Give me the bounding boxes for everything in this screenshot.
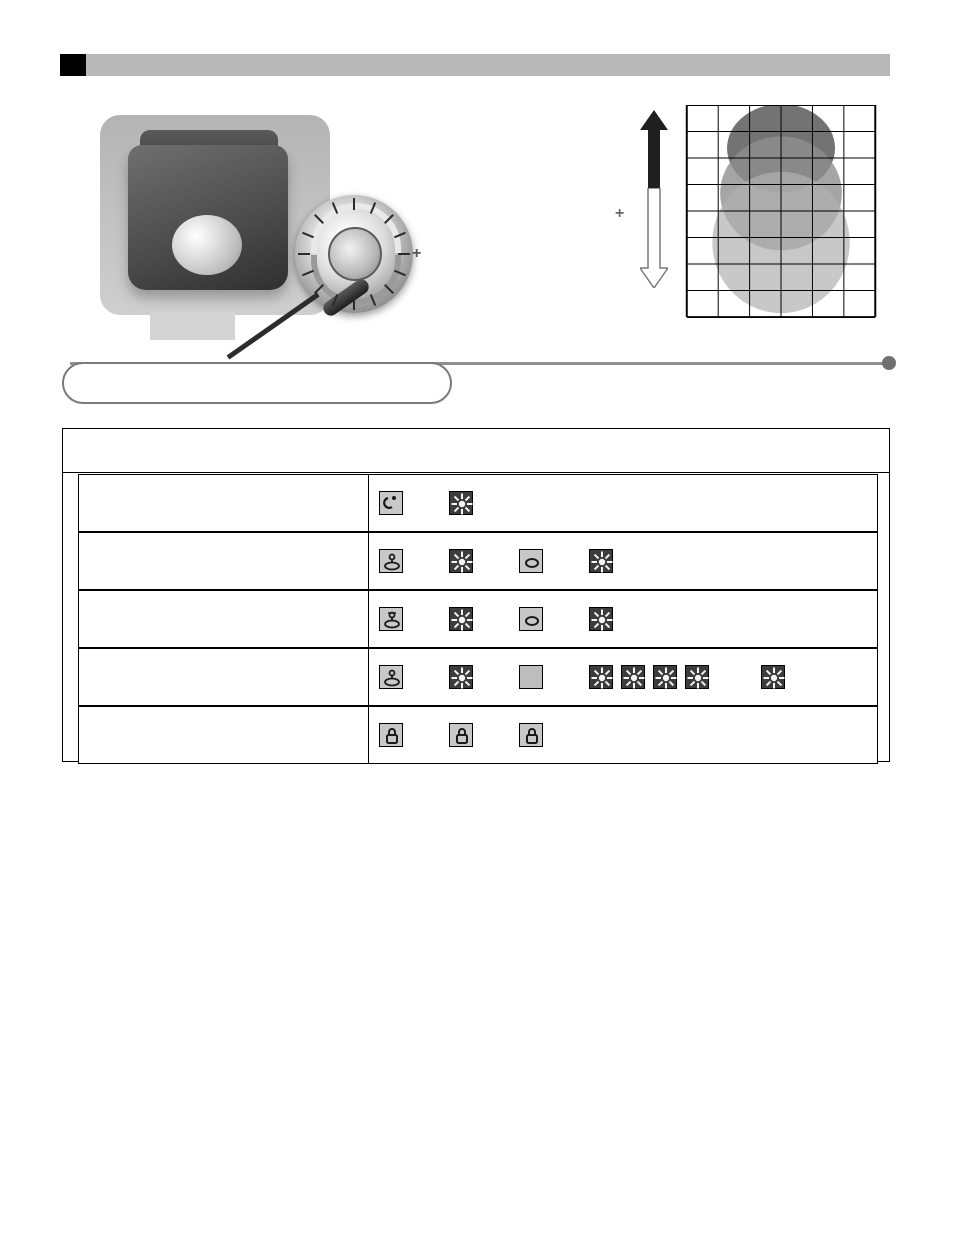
table-row-label-cell bbox=[79, 533, 369, 589]
oval-icon bbox=[519, 549, 543, 573]
burst-icon bbox=[621, 665, 645, 689]
table-row bbox=[78, 648, 878, 706]
lock-icon bbox=[449, 723, 473, 747]
burst-icon bbox=[653, 665, 677, 689]
table-row bbox=[78, 590, 878, 648]
header-tab bbox=[60, 54, 86, 76]
dial-tick bbox=[353, 198, 355, 210]
table-row-label-cell bbox=[79, 591, 369, 647]
burst-icon bbox=[589, 549, 613, 573]
burst-icon bbox=[449, 607, 473, 631]
burst-icon bbox=[449, 491, 473, 515]
sensor-icon bbox=[379, 549, 403, 573]
dial-tick bbox=[353, 298, 355, 310]
sensor-alt-icon bbox=[379, 607, 403, 631]
table-row bbox=[78, 532, 878, 590]
dial-plus-icon: + bbox=[412, 245, 421, 263]
burst-icon bbox=[449, 665, 473, 689]
burst-icon bbox=[761, 665, 785, 689]
range-chart-svg bbox=[685, 105, 880, 320]
lock-icon bbox=[379, 723, 403, 747]
table-row-label-cell bbox=[79, 707, 369, 763]
page-root: + // render later after data parsed + bbox=[0, 0, 954, 1235]
sensor-icon bbox=[379, 665, 403, 689]
lock-icon bbox=[519, 723, 543, 747]
device-lens bbox=[172, 215, 242, 275]
burst-icon bbox=[685, 665, 709, 689]
oval-icon bbox=[519, 607, 543, 631]
table-row bbox=[78, 474, 878, 532]
blank-icon bbox=[519, 665, 543, 689]
table-row-icons-cell bbox=[369, 533, 877, 589]
photo-shelf bbox=[150, 312, 235, 340]
header-bar bbox=[60, 54, 890, 76]
chart-plus-icon: + bbox=[615, 205, 624, 223]
table-row-icons-cell bbox=[369, 475, 877, 531]
section-heading-pill bbox=[62, 362, 452, 404]
burst-icon bbox=[589, 607, 613, 631]
table-row-label-cell bbox=[79, 475, 369, 531]
key-curl-icon bbox=[379, 491, 403, 515]
dial-tick bbox=[298, 253, 310, 255]
section-divider-dot-icon bbox=[882, 356, 896, 370]
range-chart bbox=[685, 105, 880, 320]
range-decrease-arrow-icon bbox=[640, 188, 668, 288]
dial-tick bbox=[398, 253, 410, 255]
burst-icon bbox=[449, 549, 473, 573]
status-table-header-rule bbox=[62, 472, 890, 473]
dial-knob bbox=[328, 227, 382, 281]
table-row-icons-cell bbox=[369, 649, 877, 705]
table-row-icons-cell bbox=[369, 707, 877, 763]
burst-icon bbox=[589, 665, 613, 689]
table-row bbox=[78, 706, 878, 764]
device-photo: + bbox=[100, 115, 360, 340]
table-row-label-cell bbox=[79, 649, 369, 705]
table-row-icons-cell bbox=[369, 591, 877, 647]
